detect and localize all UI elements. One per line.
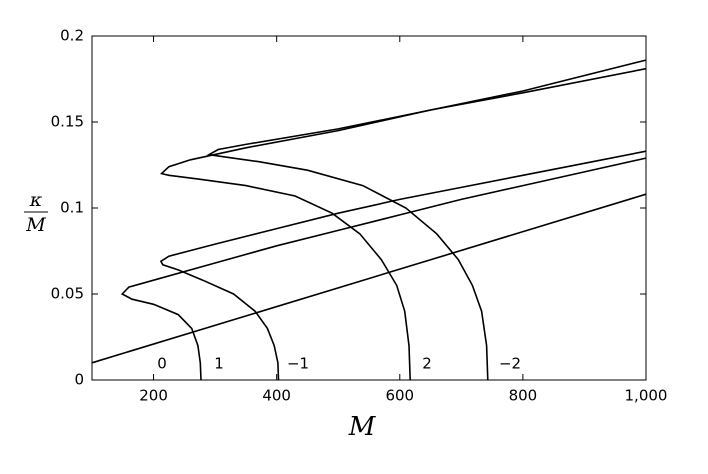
y-tick-label: 0 (74, 371, 84, 389)
plot-frame (91, 35, 647, 381)
curve (206, 67, 647, 381)
curve (159, 150, 647, 381)
curve-label: 0 (157, 355, 167, 373)
curve-label: −2 (499, 355, 521, 373)
x-axis-label: M (348, 412, 377, 442)
y-tick-label: 0.1 (60, 199, 84, 217)
y-axis-label-numerator: κ (29, 189, 43, 211)
curve (91, 193, 647, 364)
x-tick-label: 200 (139, 387, 168, 405)
x-tick-label: 800 (509, 387, 538, 405)
x-tick-label: 400 (262, 387, 291, 405)
y-tick-label: 0.05 (51, 285, 84, 303)
y-tick-label: 0.15 (51, 113, 84, 131)
x-tick-label: 600 (385, 387, 414, 405)
curve-label: −1 (287, 355, 309, 373)
curve-label: 2 (422, 355, 432, 373)
x-tick-label: 1,000 (625, 387, 668, 405)
curve-label: 1 (214, 355, 224, 373)
y-axis-label-denominator: M (25, 214, 46, 236)
curve (159, 59, 647, 381)
y-tick-label: 0.2 (60, 27, 84, 45)
curve (120, 157, 647, 381)
